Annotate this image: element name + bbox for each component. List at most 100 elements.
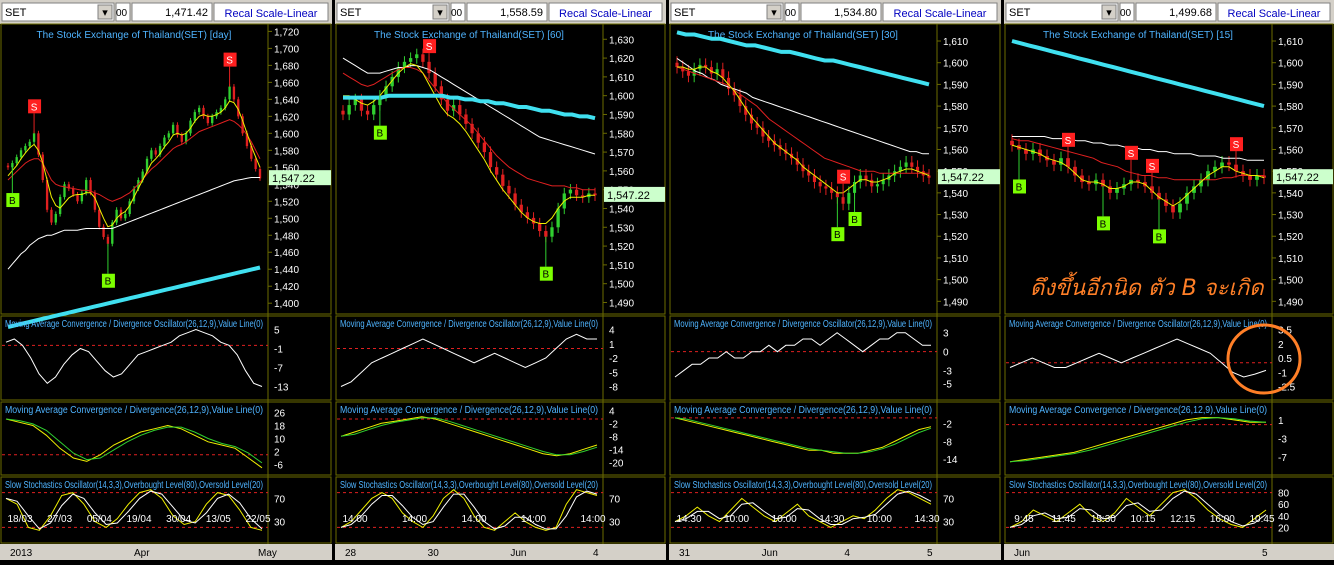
- candle: [864, 175, 868, 180]
- y-tick-label: 1,590: [1278, 80, 1303, 91]
- moving-average-cyan-line: [7, 265, 261, 329]
- candle: [390, 76, 394, 87]
- candle: [1073, 166, 1077, 176]
- candle: [916, 166, 920, 172]
- signal-label: B: [9, 196, 16, 207]
- candle: [531, 217, 536, 224]
- x-axis-label: May: [258, 548, 277, 559]
- candle: [32, 133, 36, 142]
- candle: [835, 192, 839, 198]
- signal-label: S: [1233, 140, 1240, 151]
- symbol-value: SET: [5, 7, 27, 19]
- moving-average-white-line: [676, 57, 929, 155]
- y-tick-label: 1,510: [943, 254, 968, 265]
- symbol-select[interactable]: [336, 2, 450, 22]
- candle: [1080, 175, 1084, 183]
- macd1-y-tick-label: 1: [609, 340, 615, 351]
- stoch-title: Slow Stochastics Oscillator(14,3,3),Over…: [5, 480, 263, 491]
- signal-label: S: [226, 56, 233, 67]
- candle: [76, 194, 79, 202]
- x-sub-label: 15:30: [1091, 514, 1116, 525]
- candle: [1157, 192, 1161, 200]
- x-axis-label: 31: [679, 548, 691, 559]
- recal-scale-button[interactable]: [882, 2, 998, 22]
- x-sub-label: 12:15: [1170, 514, 1195, 525]
- candle: [37, 133, 40, 155]
- y-tick-label: 1,580: [609, 129, 634, 140]
- candle: [28, 141, 31, 147]
- signal-label: S: [1128, 149, 1135, 160]
- symbol-value: SET: [1009, 7, 1031, 19]
- candle: [98, 209, 101, 227]
- candle: [211, 116, 214, 124]
- symbol-dropdown-button[interactable]: [766, 4, 782, 20]
- candle: [1248, 175, 1252, 180]
- y-tick-label: 1,490: [609, 298, 634, 309]
- sell-signal-marker: [223, 52, 237, 67]
- macd1-y-tick-label: -5: [609, 368, 618, 379]
- y-tick-label: 1,580: [274, 146, 299, 157]
- candle: [704, 64, 708, 68]
- stoch-signal-line: [340, 490, 598, 530]
- candle: [124, 214, 127, 219]
- stoch-pane-frame: [0, 476, 332, 544]
- y-tick-label: 1,420: [274, 282, 299, 293]
- stoch-y-tick-label: 80: [1278, 489, 1290, 500]
- candle: [145, 158, 149, 172]
- candle: [807, 171, 811, 176]
- macd2-title: Moving Average Convergence / Divergence(…: [5, 405, 263, 416]
- field-box: [784, 2, 800, 22]
- x-axis-bar: [0, 544, 332, 560]
- stoch-y-tick-label: 30: [274, 518, 286, 529]
- buy-signal-marker: [539, 266, 553, 281]
- candle: [451, 105, 456, 111]
- recal-scale-button[interactable]: [213, 2, 329, 22]
- last-price-label: 1,547.22: [941, 172, 984, 184]
- candle: [1010, 140, 1014, 146]
- y-tick-label: 1,530: [609, 223, 634, 234]
- macd2-y-tick-label: 26: [274, 409, 286, 420]
- sell-signal-marker: [1125, 145, 1138, 160]
- candle: [1171, 205, 1175, 213]
- macd2-y-tick-label: 2: [274, 448, 280, 459]
- stoch-line: [5, 489, 263, 531]
- symbol-dropdown-button[interactable]: [97, 4, 113, 20]
- candle: [488, 152, 493, 168]
- moving-average-cyan-line: [676, 30, 930, 87]
- recal-scale-button[interactable]: [1217, 2, 1331, 22]
- stoch-pane-frame: [669, 476, 1001, 544]
- candle: [341, 110, 345, 115]
- macd1-pane-frame: [1004, 315, 1334, 401]
- symbol-select[interactable]: [1, 2, 115, 22]
- x-axis-label: 5: [927, 548, 933, 559]
- symbol-select[interactable]: [670, 2, 784, 22]
- candle: [1192, 186, 1196, 193]
- y-tick-label: 1,480: [274, 231, 299, 242]
- candle: [163, 137, 166, 147]
- macd1-y-tick-label: -1: [1278, 368, 1287, 379]
- macd1-title: Moving Average Convergence / Divergence …: [674, 319, 932, 330]
- macd2-y-tick-label: 1: [1278, 416, 1284, 427]
- y-tick-label: 1,600: [609, 92, 634, 103]
- moving-average-cyan-line: [343, 93, 596, 121]
- symbol-dropdown-button[interactable]: [1101, 4, 1117, 20]
- macd2-y-tick-label: 10: [274, 435, 286, 446]
- candle: [538, 223, 542, 232]
- candle: [593, 193, 597, 196]
- last-value-box: [1135, 2, 1217, 22]
- field-box: [450, 2, 466, 22]
- field-box: [115, 2, 131, 22]
- symbol-dropdown-button[interactable]: [432, 4, 448, 20]
- x-axis-label: 30: [428, 548, 440, 559]
- x-sub-label: 9:45: [1014, 514, 1034, 525]
- macd2-y-tick-label: -8: [609, 432, 618, 443]
- main-pane-frame: [0, 23, 332, 315]
- recal-scale-button[interactable]: [548, 2, 663, 22]
- candle: [927, 175, 931, 178]
- candle: [824, 186, 828, 189]
- candle: [439, 86, 443, 100]
- y-tick-label: 1,520: [943, 232, 968, 243]
- symbol-select[interactable]: [1005, 2, 1119, 22]
- y-tick-label: 1,530: [1278, 211, 1303, 222]
- candle: [71, 188, 75, 195]
